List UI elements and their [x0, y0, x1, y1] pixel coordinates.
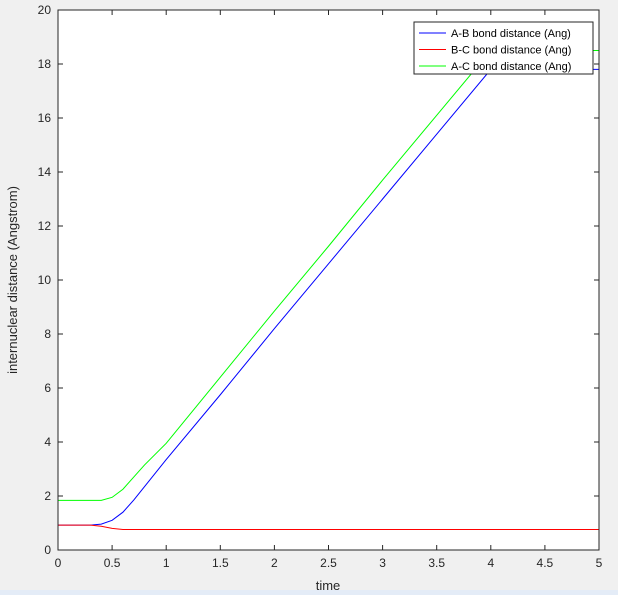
ticks-layer — [57, 9, 600, 551]
x-tick-label: 5 — [596, 556, 603, 570]
legend-box — [413, 21, 594, 75]
x-tick-label: 1 — [163, 556, 170, 570]
y-tick-label: 18 — [38, 57, 52, 71]
x-tick-label: 3 — [379, 556, 386, 570]
y-tick-label: 8 — [44, 327, 51, 341]
tick-labels-layer: 0 0.5 1 1.5 2 2.5 3 3.5 4 4.5 5 0 2 4 6 8 10 12 14 16 18 20 — [38, 3, 603, 570]
y-tick-label: 20 — [38, 3, 52, 17]
y-axis-label: internuclear distance (Angstrom) — [5, 186, 20, 374]
y-tick-label: 2 — [44, 489, 51, 503]
series-line-2 — [58, 524, 599, 530]
legend-label-2: B-C bond distance (Ang) — [451, 45, 571, 57]
y-tick-label: 10 — [38, 273, 52, 287]
y-tick-label: 12 — [38, 219, 52, 233]
x-tick-label: 0.5 — [104, 556, 121, 570]
y-tick-label: 0 — [44, 543, 51, 557]
x-tick-label: 2 — [271, 556, 278, 570]
plot-area — [58, 10, 599, 550]
x-tick-label: 2.5 — [320, 556, 337, 570]
y-tick-label: 14 — [38, 165, 52, 179]
legend-label-1: A-B bond distance (Ang) — [451, 28, 571, 40]
legend: A-B bond distance (Ang) B-C bond distance… — [413, 21, 594, 75]
x-tick-label: 3.5 — [428, 556, 445, 570]
series-line-1 — [58, 68, 599, 526]
y-tick-label: 6 — [44, 381, 51, 395]
y-tick-label: 4 — [44, 435, 51, 449]
x-tick-label: 4.5 — [537, 556, 554, 570]
bottom-strip — [0, 590, 618, 595]
x-tick-label: 0 — [55, 556, 62, 570]
y-tick-label: 16 — [38, 111, 52, 125]
x-tick-label: 1.5 — [212, 556, 229, 570]
x-axis-label: time — [316, 578, 341, 593]
legend-entries: A-B bond distance (Ang) B-C bond distance… — [419, 28, 571, 73]
x-tick-label: 4 — [487, 556, 494, 570]
legend-label-3: A-C bond distance (Ang) — [451, 61, 571, 73]
